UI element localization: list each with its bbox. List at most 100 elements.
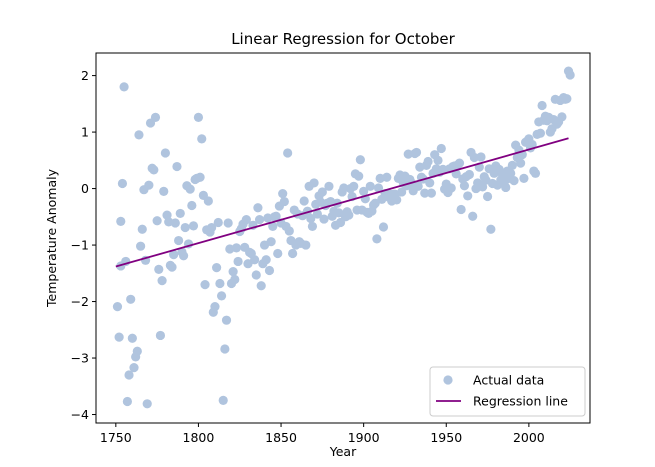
data-point — [268, 221, 278, 232]
data-point — [136, 241, 146, 251]
data-point — [537, 100, 547, 111]
data-point — [172, 161, 182, 172]
data-point — [397, 187, 407, 197]
data-point — [530, 168, 541, 178]
data-point — [154, 264, 164, 274]
data-point — [454, 158, 465, 168]
y-tick-label: −4 — [71, 407, 89, 422]
data-point — [312, 209, 322, 219]
data-point — [284, 226, 294, 236]
data-point — [126, 294, 136, 304]
data-point — [506, 168, 516, 178]
data-point — [256, 281, 266, 291]
data-point — [231, 243, 242, 253]
data-point — [197, 134, 207, 144]
data-point — [317, 187, 327, 197]
data-point — [112, 302, 123, 312]
data-point — [507, 160, 517, 171]
legend-marker-scatter — [443, 375, 453, 385]
data-point — [403, 149, 413, 159]
data-point — [254, 215, 265, 225]
data-point — [159, 186, 169, 196]
y-tick-label: −3 — [71, 351, 89, 366]
data-point — [167, 262, 177, 272]
data-point — [157, 276, 167, 286]
data-point — [127, 333, 137, 343]
regression-line — [115, 137, 569, 268]
data-point — [223, 218, 233, 228]
data-point — [482, 191, 493, 202]
data-point — [459, 181, 470, 191]
data-point — [370, 198, 380, 208]
data-point — [169, 250, 179, 260]
data-point — [423, 156, 433, 167]
data-point — [365, 181, 375, 191]
data-point — [301, 240, 311, 250]
legend-label: Regression line — [473, 394, 568, 409]
legend-box — [429, 366, 586, 417]
data-point — [278, 189, 288, 199]
data-point — [413, 181, 423, 191]
data-point — [425, 178, 435, 188]
data-point — [228, 267, 238, 277]
data-point — [527, 139, 537, 150]
x-tick-label: 1850 — [265, 430, 297, 445]
data-point — [129, 363, 139, 373]
data-point — [299, 196, 309, 206]
data-point — [114, 332, 124, 342]
data-point — [279, 196, 289, 207]
data-point — [456, 204, 466, 215]
data-point — [187, 200, 197, 211]
data-point — [253, 203, 263, 213]
data-point — [193, 112, 204, 122]
data-point — [119, 82, 129, 92]
x-axis-label: Year — [329, 444, 357, 459]
data-point — [216, 291, 227, 301]
data-point — [215, 278, 225, 289]
data-point — [273, 248, 283, 259]
data-point — [562, 94, 572, 104]
data-point — [261, 255, 271, 265]
data-point — [464, 169, 474, 180]
data-point — [271, 211, 281, 221]
data-point — [535, 128, 546, 138]
data-point — [319, 214, 329, 224]
data-point — [334, 208, 344, 218]
data-point — [251, 270, 261, 280]
data-point — [134, 130, 144, 140]
data-point — [557, 112, 567, 122]
data-point — [220, 344, 230, 354]
data-point — [150, 112, 161, 122]
data-point — [339, 183, 349, 193]
data-point — [392, 195, 402, 205]
data-point — [382, 172, 392, 182]
legend: Actual data Regression line — [429, 366, 586, 417]
data-point — [230, 274, 240, 285]
legend-label: Actual data — [473, 373, 544, 388]
data-point — [243, 259, 253, 269]
data-point — [426, 188, 436, 198]
data-point — [124, 370, 134, 380]
data-point — [486, 224, 496, 234]
data-point — [463, 191, 473, 201]
y-tick-label: 1 — [81, 125, 89, 140]
data-point — [436, 143, 446, 154]
data-point — [264, 265, 275, 276]
data-point — [195, 172, 205, 182]
data-point — [144, 180, 154, 190]
data-point — [152, 216, 162, 226]
data-point — [137, 224, 147, 234]
x-tick-label: 1950 — [430, 430, 462, 445]
data-point — [142, 399, 152, 409]
data-point — [213, 217, 223, 228]
data-point — [212, 263, 222, 273]
data-point — [565, 70, 575, 80]
data-point — [283, 148, 293, 158]
y-tick-label: −2 — [71, 294, 89, 309]
y-tick-label: 2 — [81, 68, 89, 83]
y-axis-label: Temperature Anomaly — [44, 168, 59, 308]
data-layer — [112, 66, 575, 409]
data-point — [288, 248, 298, 259]
data-point — [180, 222, 190, 233]
